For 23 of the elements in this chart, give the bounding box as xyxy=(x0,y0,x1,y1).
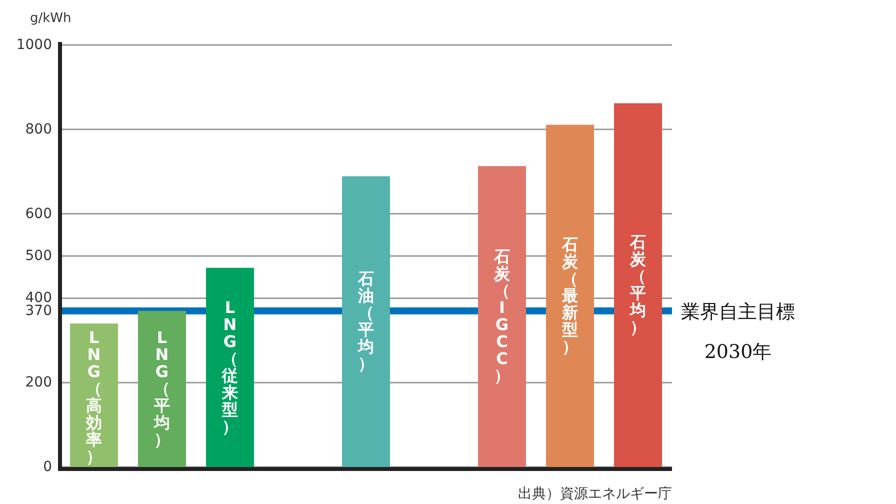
x-tick-label: LNG（従来型） xyxy=(221,298,238,436)
bar xyxy=(206,268,254,467)
y-tick-label: 1000 xyxy=(16,37,52,53)
x-tick-label: 石炭（最新型） xyxy=(561,234,579,356)
bar xyxy=(478,166,526,467)
y-tick-label: 800 xyxy=(25,121,52,138)
y-axis-title: g/kWh xyxy=(30,11,72,26)
x-tick-label: 石油（平均） xyxy=(357,269,374,374)
bar xyxy=(138,310,186,467)
bar xyxy=(342,176,390,467)
x-tick-label: 石炭（IGCC） xyxy=(493,247,511,386)
y-tick-label: 600 xyxy=(25,206,52,222)
source-note: 出典）資源エネルギー庁 xyxy=(518,486,672,502)
x-tick-label: 石炭（平均） xyxy=(629,232,647,337)
bar xyxy=(546,124,594,467)
bar xyxy=(614,103,662,467)
y-tick-label: 200 xyxy=(25,374,52,391)
ref-line-label: 業界自主目標 2030年 xyxy=(681,300,795,363)
y-tick-label: 500 xyxy=(25,248,52,264)
x-tick-label: LNG（高効率） xyxy=(85,328,102,466)
x-tick-label: LNG（平均） xyxy=(153,328,170,450)
y-tick-label: 370 xyxy=(25,302,52,319)
y-tick-label: 0 xyxy=(43,459,52,475)
